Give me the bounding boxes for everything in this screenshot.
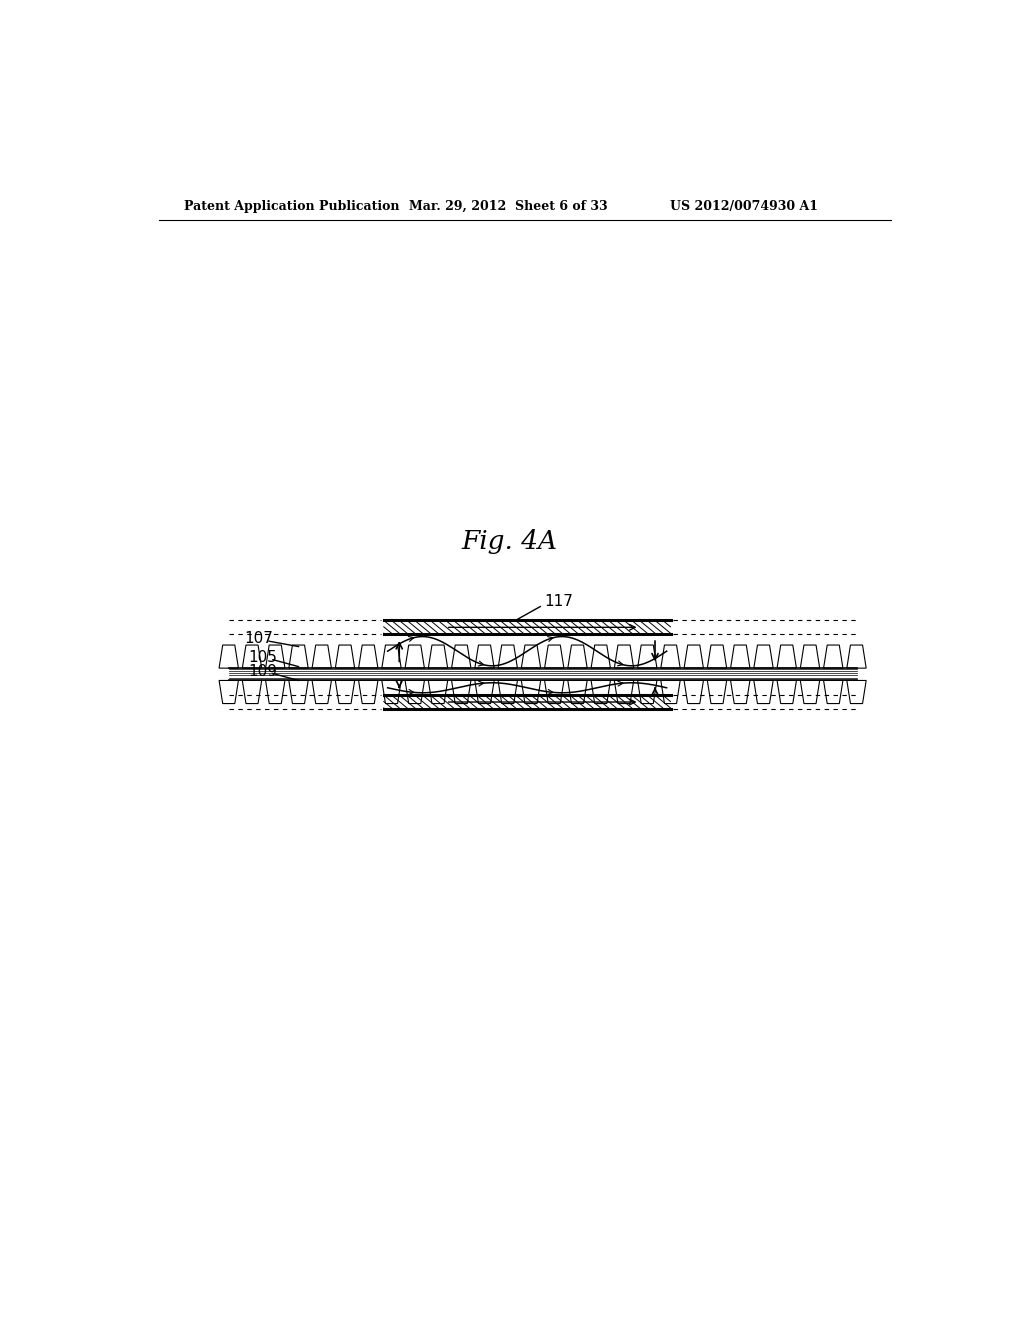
Text: 109: 109 xyxy=(248,664,278,678)
Text: US 2012/0074930 A1: US 2012/0074930 A1 xyxy=(671,199,818,213)
Text: 105: 105 xyxy=(248,649,278,665)
Text: Patent Application Publication: Patent Application Publication xyxy=(183,199,399,213)
Text: 107: 107 xyxy=(245,631,273,647)
Text: Fig. 4A: Fig. 4A xyxy=(461,529,557,554)
Text: Mar. 29, 2012  Sheet 6 of 33: Mar. 29, 2012 Sheet 6 of 33 xyxy=(409,199,607,213)
Text: 117: 117 xyxy=(544,594,573,610)
